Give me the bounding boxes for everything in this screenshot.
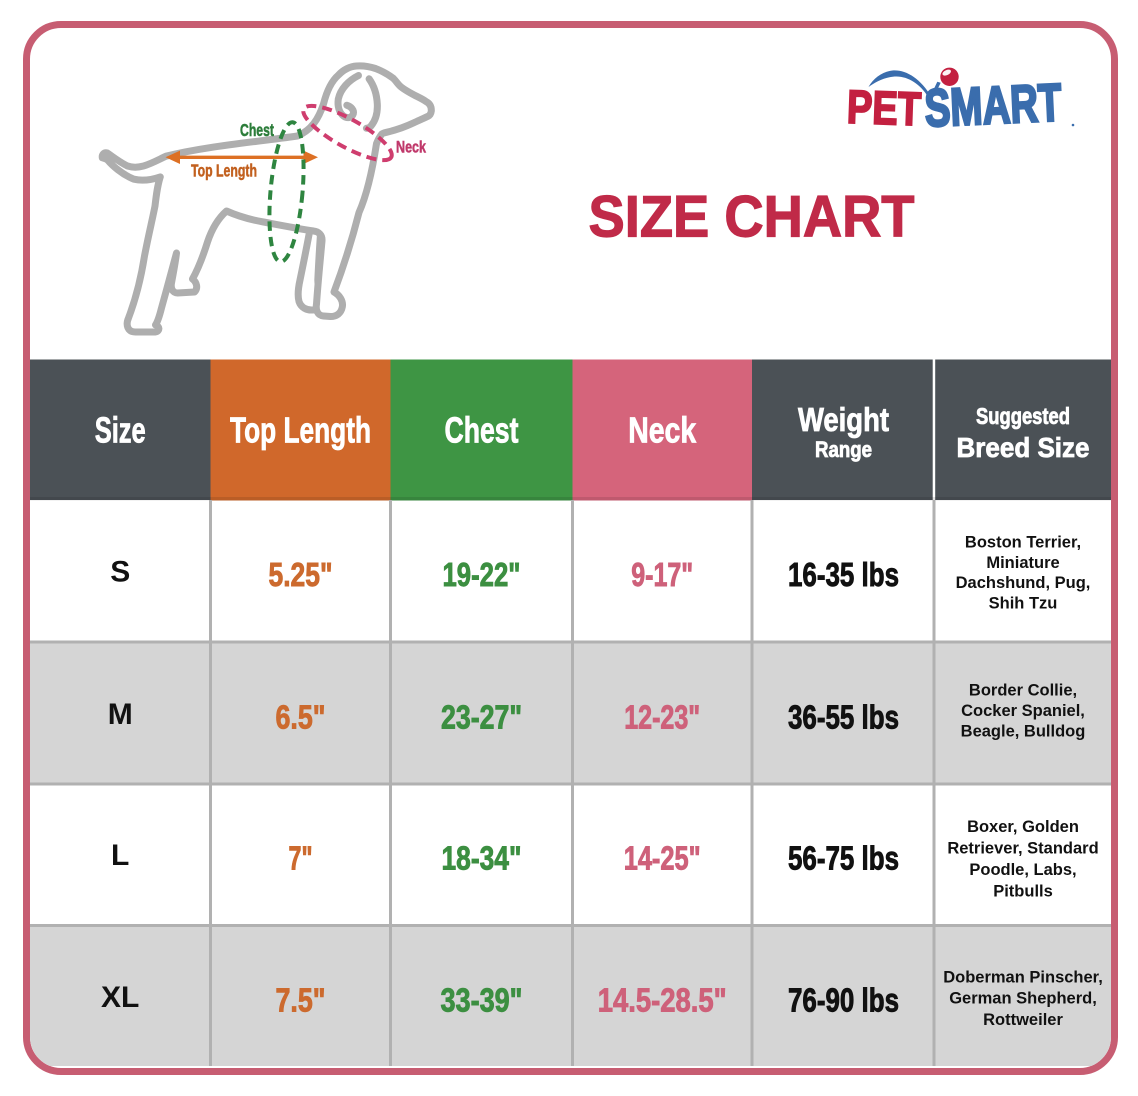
svg-text:Boxer, Golden: Boxer, Golden [967, 818, 1079, 836]
svg-text:Suggested: Suggested [976, 403, 1070, 429]
svg-text:Weight: Weight [798, 401, 889, 438]
svg-text:Retriever, Standard: Retriever, Standard [947, 840, 1098, 858]
svg-text:56-75 lbs: 56-75 lbs [788, 840, 899, 877]
svg-text:7": 7" [289, 840, 313, 877]
svg-text:Dachshund, Pug,: Dachshund, Pug, [956, 574, 1091, 592]
svg-text:SIZE CHART: SIZE CHART [589, 185, 915, 250]
svg-text:Chest: Chest [445, 410, 519, 451]
svg-text:18-34": 18-34" [442, 840, 522, 877]
svg-text:Top Length: Top Length [230, 410, 371, 451]
svg-text:Chest: Chest [240, 120, 274, 140]
svg-text:Top Length: Top Length [191, 161, 257, 181]
svg-text:Neck: Neck [396, 138, 426, 157]
svg-text:PET: PET [846, 80, 922, 136]
svg-text:Size: Size [95, 410, 146, 451]
svg-text:14.5-28.5": 14.5-28.5" [598, 982, 727, 1019]
svg-text:Cocker Spaniel,: Cocker Spaniel, [961, 702, 1085, 720]
svg-text:6.5": 6.5" [276, 699, 326, 736]
svg-text:76-90 lbs: 76-90 lbs [788, 982, 899, 1019]
svg-text:Breed Size: Breed Size [957, 432, 1090, 463]
svg-text:L: L [111, 839, 129, 872]
svg-text:14-25": 14-25" [624, 840, 701, 877]
svg-text:7.5": 7.5" [276, 982, 326, 1019]
svg-text:23-27": 23-27" [441, 699, 522, 736]
svg-text:Rottweiler: Rottweiler [983, 1011, 1063, 1029]
svg-text:Beagle, Bulldog: Beagle, Bulldog [961, 722, 1086, 740]
svg-text:Pitbulls: Pitbulls [993, 883, 1053, 901]
svg-text:SMART: SMART [923, 73, 1063, 138]
svg-text:Shih Tzu: Shih Tzu [989, 594, 1058, 612]
svg-text:9-17": 9-17" [631, 556, 693, 593]
svg-text:Poodle, Labs,: Poodle, Labs, [969, 861, 1076, 879]
svg-text:S: S [110, 556, 130, 589]
svg-text:19-22": 19-22" [443, 556, 521, 593]
svg-text:33-39": 33-39" [441, 982, 523, 1019]
svg-text:XL: XL [101, 981, 139, 1014]
svg-text:German Shepherd,: German Shepherd, [949, 990, 1097, 1008]
svg-text:36-55 lbs: 36-55 lbs [788, 699, 899, 736]
svg-text:16-35 lbs: 16-35 lbs [788, 556, 899, 593]
svg-text:Miniature: Miniature [986, 554, 1059, 572]
svg-text:M: M [108, 698, 133, 731]
svg-text:Range: Range [815, 437, 872, 462]
svg-text:Doberman Pinscher,: Doberman Pinscher, [943, 969, 1103, 987]
svg-text:Boston Terrier,: Boston Terrier, [965, 534, 1081, 552]
svg-text:Neck: Neck [628, 410, 697, 451]
svg-text:12-23": 12-23" [624, 699, 700, 736]
svg-text:Border Collie,: Border Collie, [969, 681, 1077, 699]
svg-text:5.25": 5.25" [269, 556, 333, 593]
